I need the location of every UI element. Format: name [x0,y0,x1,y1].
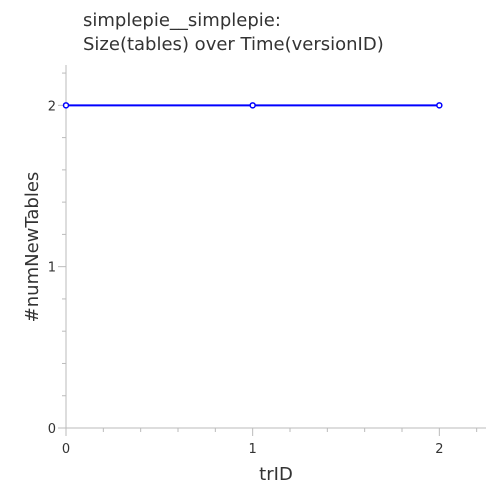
x-axis-ticks: 0 1 2 [62,428,478,457]
x-tick-label: 2 [435,442,443,457]
data-point [249,102,256,109]
x-axis-label: trID [259,464,293,485]
x-tick-label: 0 [62,442,70,457]
axes [65,65,486,429]
chart-title-line-2: Size(tables) over Time(versionID) [83,34,384,55]
y-axis-label: #numNewTables [22,172,43,323]
y-axis-ticks: 0 1 2 [48,72,66,437]
y-tick-label: 0 [48,422,56,437]
series-group [62,102,443,109]
chart-title-line-1: simplepie__simplepie: [83,10,281,31]
y-tick-label: 2 [48,99,56,114]
data-point [62,102,70,109]
chart-title: simplepie__simplepie: Size(tables) over … [83,10,384,55]
data-point [436,102,443,109]
y-tick-label: 1 [48,261,56,276]
x-tick-label: 1 [249,442,257,457]
